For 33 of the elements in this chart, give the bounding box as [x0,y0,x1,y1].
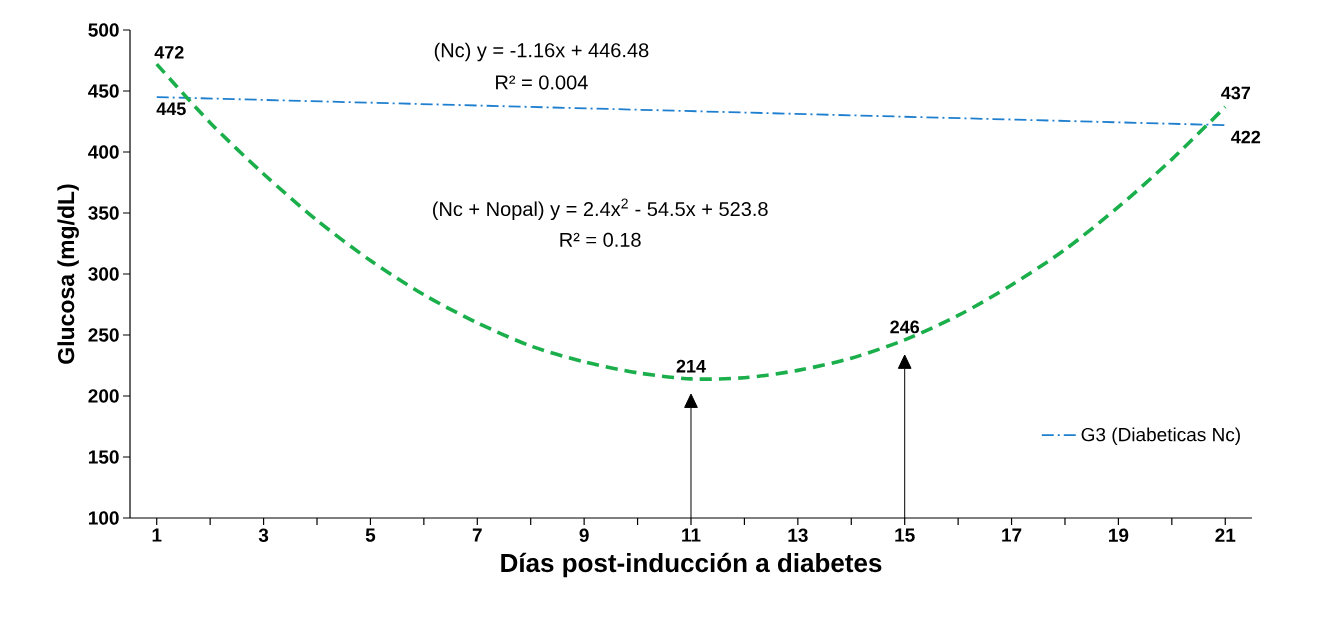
x-axis-title: Días post-inducción a diabetes [501,552,882,578]
x-tick-label: 15 [895,528,915,542]
x-tick-label: 17 [1002,528,1022,542]
data-label: 246 [890,320,920,334]
y-tick-label: 400 [88,145,119,159]
legend-label: G3 (Diabeticas Nc) [1081,427,1240,446]
data-label: 445 [156,102,186,116]
x-tick-label: 5 [365,528,376,542]
x-tick-label: 21 [1215,528,1236,542]
y-tick-label: 300 [88,267,119,281]
y-tick-label: 450 [88,84,119,98]
x-tick-label: 11 [682,528,701,542]
y-tick-label: 150 [88,450,119,464]
x-tick-label: 19 [1109,528,1129,542]
data-label: 422 [1231,130,1261,144]
y-tick-label: 250 [88,328,119,342]
y-tick-label: 500 [88,23,119,37]
y-axis-title: Glucosa (mg/dL) [57,184,79,364]
x-tick-label: 13 [788,528,808,543]
x-tick-label: 1 [152,528,162,542]
x-tick-label: 9 [579,528,589,542]
y-tick-label: 100 [88,511,119,525]
data-label: 437 [1221,86,1251,100]
annotation: R² = 0.004 [496,75,588,90]
x-tick-label: 3 [258,528,269,543]
y-tick-label: 350 [88,206,119,220]
annotation: (Nc + Nopal) y = 2.4x$^{2}$ - 54.5x + 523.8 [433,198,768,221]
annotation: R² = 0.18 [560,232,641,247]
x-tick-label: 7 [472,528,482,542]
data-label: 214 [676,359,706,373]
annotation: (Nc) y = -1.16x + 446.48 [434,42,649,62]
y-tick-label: 200 [88,389,119,403]
data-label: 472 [154,46,184,59]
